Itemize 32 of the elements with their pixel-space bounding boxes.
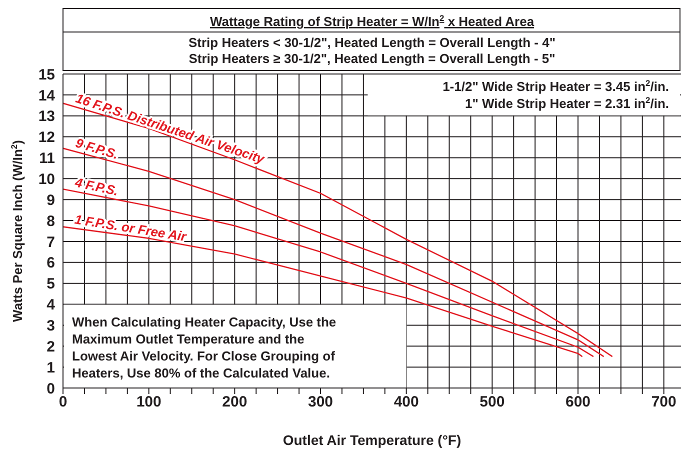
y-tick-label: 14 [38,87,56,104]
x-tick-label: 100 [136,394,162,411]
y-tick-label: 5 [46,276,55,293]
y-tick-label: 0 [46,380,55,398]
x-tick-label: 200 [222,394,248,411]
x-tick-label: 0 [58,394,68,411]
y-tick-label: 15 [38,66,55,84]
y-tick-label: 6 [46,254,55,272]
x-tick-label: 400 [394,394,419,411]
y-tick-label: 4 [46,296,56,314]
x-axis-title: Outlet Air Temperature (°F) [282,432,462,448]
annotation: When Calculating Heater Capacity, Use the Maximum Outlet Temperature and the Lowest Air Velocity. For Close Grouping of Heaters, Use 80% of the Calculated Value. [72,314,336,380]
text: 9 F.P.S. [74,135,120,162]
y-tick-label: 12 [38,129,55,146]
x-tick-label: 600 [565,394,591,411]
x-tick-label: 700 [651,394,676,411]
y-tick-label: 3 [46,318,55,335]
y-tick-label: 8 [46,212,55,230]
x-tick-label: 500 [480,394,505,411]
chart-title: Wattage Rating of Strip Heater = W/In$^{2}$ x Heated Area [210,13,535,29]
y-tick-label: 13 [38,108,55,126]
y-tick-label: 1 [46,359,55,376]
y-tick-label: 11 [39,150,55,168]
text: 4 F.P.S. [72,174,120,199]
y-tick-label: 9 [46,192,55,209]
y-tick-label: 2 [46,338,55,356]
text: 1 F.P.S. or Free Air [74,212,188,244]
y-tick-label: 10 [38,170,55,188]
annotation: 1-1/2" Wide Strip Heater = 3.45 in$^{2}$/in. 1" Wide Strip Heater = 2.31 in$^{2}$/in. [442,78,669,111]
y-tick-label: 7 [46,234,55,251]
chart-subtitle: Strip Heaters < 30-1/2", Heated Length = Overall Length - 4" Strip Heaters ≥ 30-1/2", Heated Length = Overall Length - 5" [188,35,556,66]
x-tick-label: 300 [308,394,334,411]
